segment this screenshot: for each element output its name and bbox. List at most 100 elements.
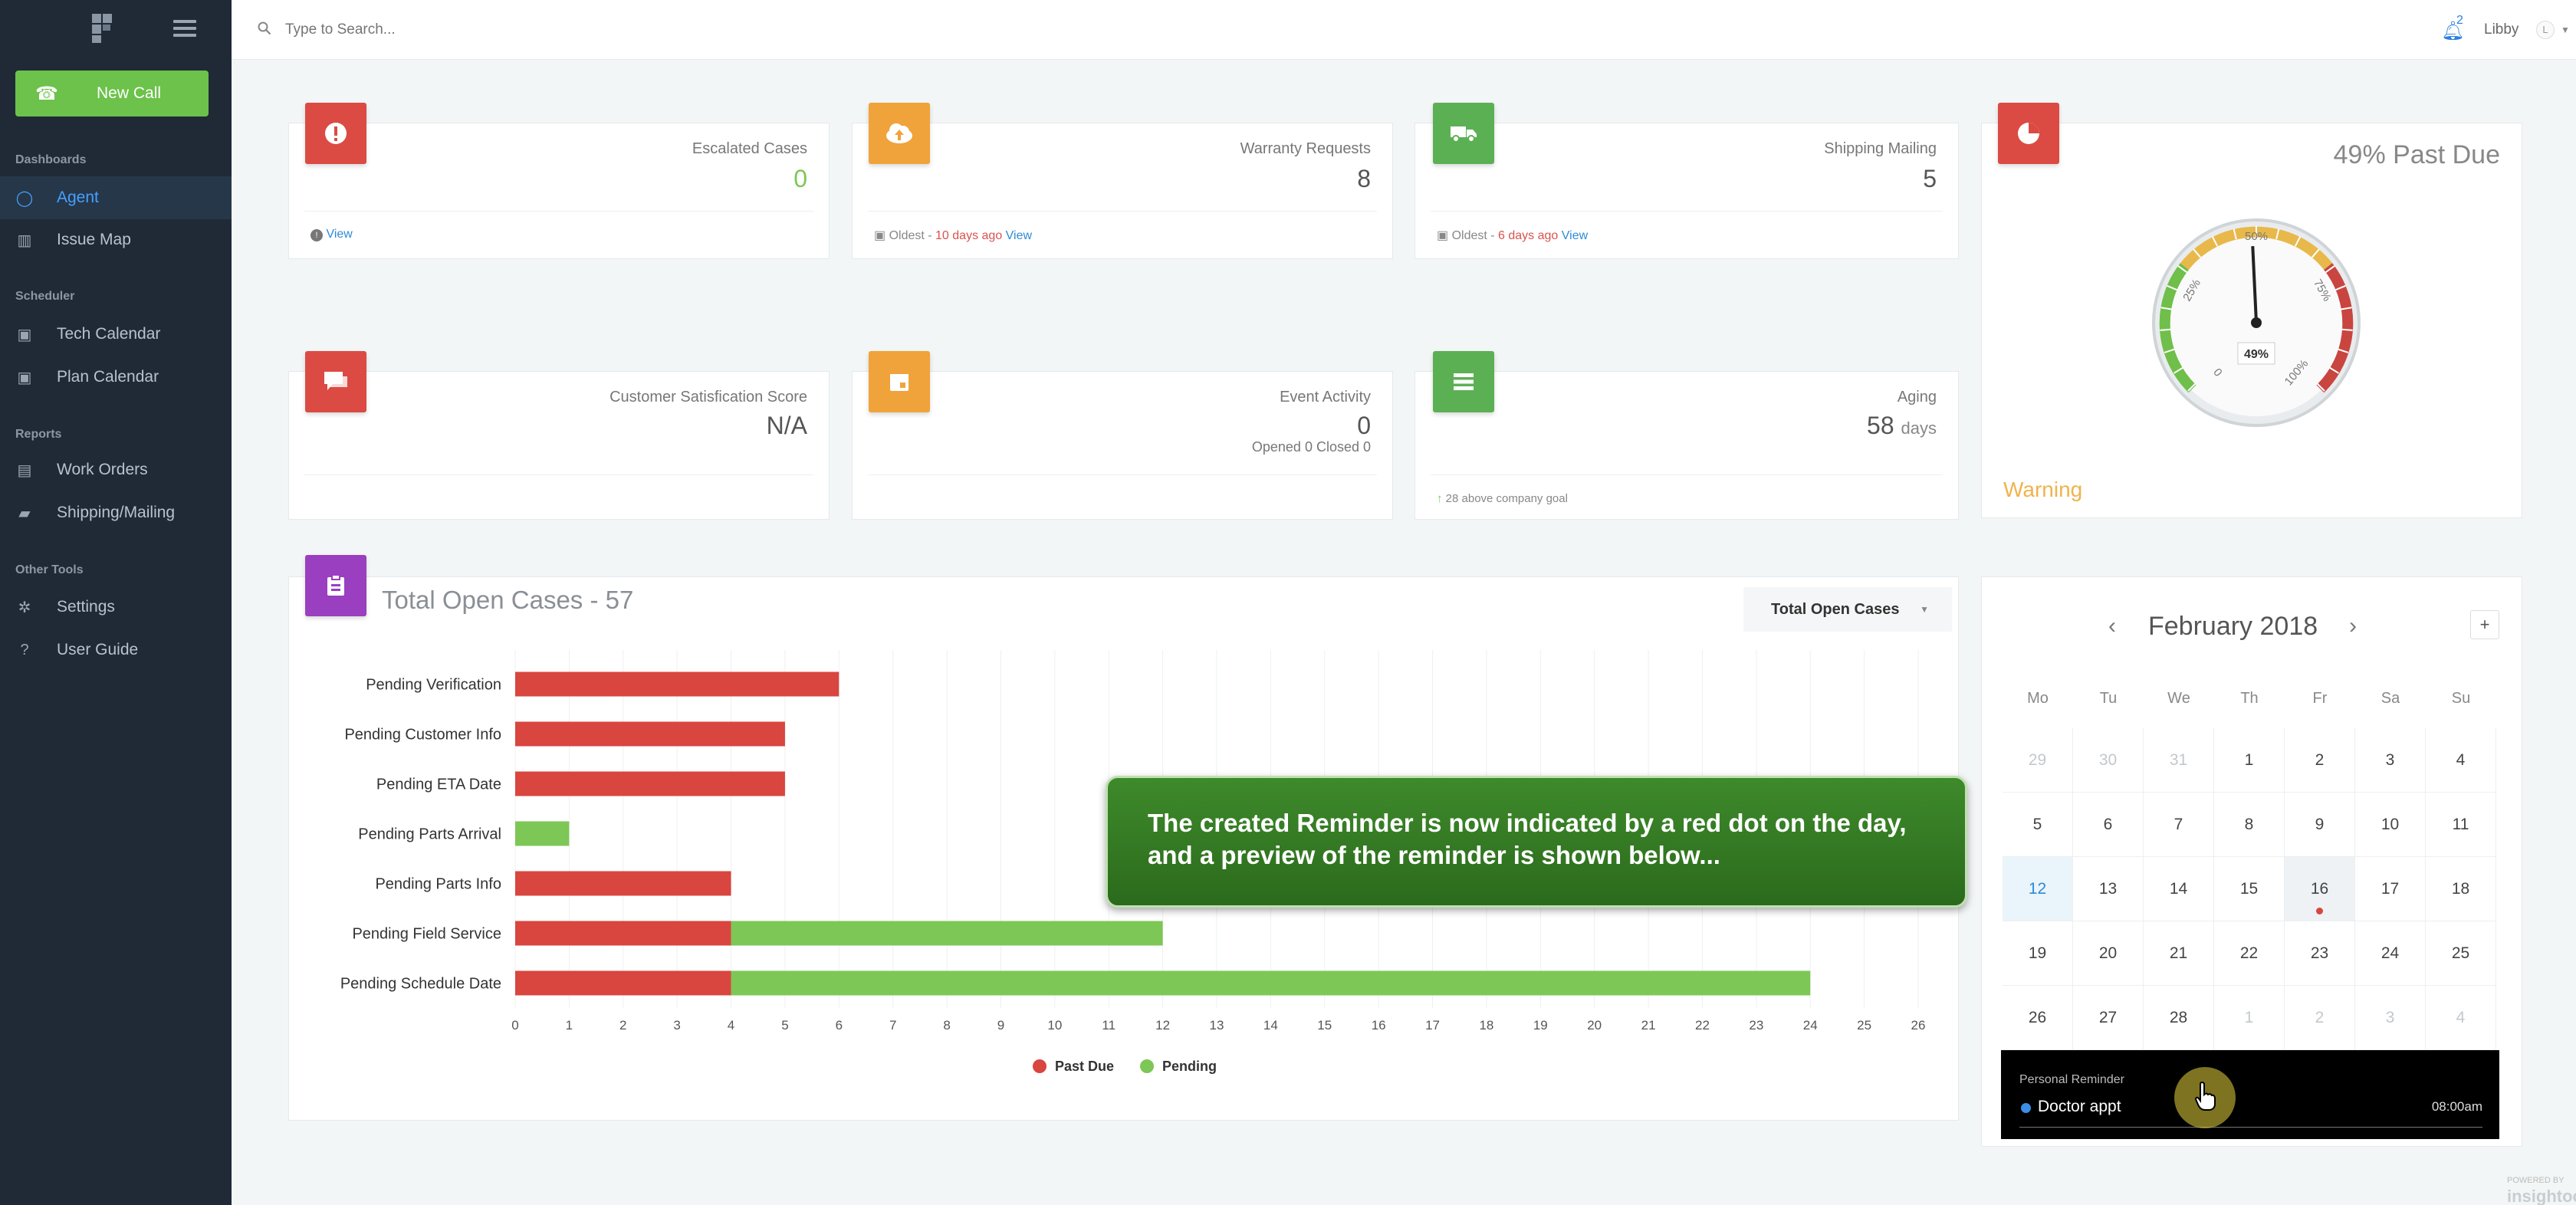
view-link[interactable]: View <box>1561 229 1589 242</box>
bar-past-due <box>515 921 731 946</box>
notification-count: 2 <box>2456 14 2463 27</box>
add-reminder-button[interactable]: + <box>2470 610 2499 639</box>
sidebar-item-label: Plan Calendar <box>57 368 159 386</box>
sidebar-item-work-orders[interactable]: ▤ Work Orders <box>0 448 232 491</box>
calendar-day[interactable]: 28 <box>2144 986 2214 1050</box>
calendar-day[interactable]: 30 <box>2073 728 2144 793</box>
calendar-day-number: 29 <box>2028 751 2047 769</box>
card-value: 58 days <box>1867 412 1937 440</box>
sidebar-item-plan-calendar[interactable]: ▣ Plan Calendar <box>0 356 232 399</box>
reminder-name: Doctor appt <box>2038 1098 2121 1115</box>
calendar-day[interactable]: 13 <box>2073 857 2144 921</box>
calendar-day[interactable]: 16 <box>2285 857 2355 921</box>
sidebar-item-issue-map[interactable]: ▥ Issue Map <box>0 218 232 261</box>
calendar-day[interactable]: 14 <box>2144 857 2214 921</box>
view-link[interactable]: View <box>1005 229 1033 242</box>
calendar-day[interactable]: 12 <box>2003 857 2073 921</box>
gauge-title: 49% Past Due <box>2333 140 2500 169</box>
gauge-tick-mark <box>2335 284 2346 291</box>
calendar-day[interactable]: 9 <box>2285 793 2355 857</box>
card-value: 0 <box>1357 412 1371 439</box>
x-tick-label: 2 <box>619 1018 626 1033</box>
customer-satisfaction-card: Customer Satisfication Score N/A <box>288 371 830 520</box>
reminder-preview[interactable]: Personal Reminder Doctor appt 08:00am <box>2001 1050 2499 1139</box>
card-title: Customer Satisfication Score <box>610 389 807 405</box>
menu-toggle-icon[interactable] <box>173 20 196 37</box>
view-link[interactable]: View <box>326 228 353 241</box>
category-label: Pending Schedule Date <box>340 976 501 993</box>
sidebar-item-user-guide[interactable]: ? User Guide <box>0 629 232 671</box>
calendar-day[interactable]: 7 <box>2144 793 2214 857</box>
calendar-day[interactable]: 1 <box>2214 728 2285 793</box>
gauge-tick-mark <box>2177 265 2187 273</box>
calendar-day[interactable]: 8 <box>2214 793 2285 857</box>
calendar-day[interactable]: 4 <box>2426 728 2496 793</box>
calendar-day-number: 13 <box>2098 880 2118 898</box>
new-call-button[interactable]: ☎ New Call <box>15 71 209 117</box>
calendar-day-number: 12 <box>2028 880 2047 898</box>
bar-past-due <box>515 970 731 996</box>
x-tick-label: 26 <box>1911 1018 1926 1033</box>
calendar-day[interactable]: 6 <box>2073 793 2144 857</box>
calendar-day[interactable]: 2 <box>2285 728 2355 793</box>
calendar-day[interactable]: 1 <box>2214 986 2285 1050</box>
calendar-day[interactable]: 2 <box>2285 986 2355 1050</box>
calendar-day[interactable]: 18 <box>2426 857 2496 921</box>
calendar-day[interactable]: 11 <box>2426 793 2496 857</box>
bell-icon[interactable]: 🔔︎ <box>2441 21 2465 41</box>
calendar-day[interactable]: 20 <box>2073 921 2144 986</box>
search-icon <box>258 21 271 35</box>
sidebar-item-tech-calendar[interactable]: ▣ Tech Calendar <box>0 313 232 356</box>
calendar-day-number: 3 <box>2385 1009 2395 1026</box>
calendar-day-number: 1 <box>2244 1009 2254 1026</box>
calendar-day[interactable]: 31 <box>2144 728 2214 793</box>
app-logo[interactable] <box>92 14 115 43</box>
calendar-day[interactable]: 4 <box>2426 986 2496 1050</box>
prev-month-button[interactable]: ‹ <box>2108 613 2116 639</box>
calendar-day[interactable]: 25 <box>2426 921 2496 986</box>
user-menu[interactable]: Libby <box>2484 21 2519 38</box>
x-tick-label: 19 <box>1533 1018 1548 1033</box>
x-tick-label: 3 <box>673 1018 680 1033</box>
calendar-day[interactable]: 19 <box>2003 921 2073 986</box>
reminder-time: 08:00am <box>2431 1099 2482 1114</box>
sidebar-item-settings[interactable]: ✲ Settings <box>0 586 232 629</box>
search-input[interactable] <box>285 17 669 43</box>
calendar-day[interactable]: 26 <box>2003 986 2073 1050</box>
calendar-day[interactable]: 10 <box>2355 793 2426 857</box>
calendar-day[interactable]: 29 <box>2003 728 2073 793</box>
calendar-day-number: 27 <box>2098 1009 2118 1026</box>
sidebar-item-label: User Guide <box>57 641 139 658</box>
calendar-day-number: 2 <box>2315 751 2325 769</box>
calendar-day[interactable]: 5 <box>2003 793 2073 857</box>
sidebar-item-shipping-mailing[interactable]: ▰ Shipping/Mailing <box>0 491 232 534</box>
calendar-day[interactable]: 27 <box>2073 986 2144 1050</box>
truck-icon: ▰ <box>18 504 31 522</box>
category-label: Pending Field Service <box>352 926 501 943</box>
chevron-down-icon[interactable]: ▼ <box>2561 25 2570 35</box>
calendar-day[interactable]: 22 <box>2214 921 2285 986</box>
aging-unit: days <box>1901 419 1937 438</box>
calendar-day-number: 18 <box>2451 880 2470 898</box>
avatar[interactable]: L <box>2536 21 2555 39</box>
card-value: 0 <box>794 165 807 192</box>
sidebar-item-agent[interactable]: ◯ Agent <box>0 176 232 219</box>
card-title: Aging <box>1897 389 1937 405</box>
calendar-day[interactable]: 23 <box>2285 921 2355 986</box>
calendar-day[interactable]: 15 <box>2214 857 2285 921</box>
calendar-day[interactable]: 3 <box>2355 986 2426 1050</box>
truck-icon <box>1433 103 1494 164</box>
calendar-day[interactable]: 24 <box>2355 921 2426 986</box>
calendar-day[interactable]: 3 <box>2355 728 2426 793</box>
next-month-button[interactable]: › <box>2349 613 2357 639</box>
chart-filter-select[interactable]: Total Open Cases ▼ <box>1743 587 1952 632</box>
oldest-label: Oldest - <box>889 229 936 242</box>
gauge-tick-mark <box>2211 236 2219 247</box>
x-tick-label: 10 <box>1047 1018 1062 1033</box>
calendar-day[interactable]: 21 <box>2144 921 2214 986</box>
info-icon: ! <box>310 229 323 241</box>
calendar-day-number: 31 <box>2169 751 2188 769</box>
calendar-day[interactable]: 17 <box>2355 857 2426 921</box>
gauge-tick-mark <box>2328 366 2339 374</box>
map-icon: ▥ <box>17 231 32 249</box>
